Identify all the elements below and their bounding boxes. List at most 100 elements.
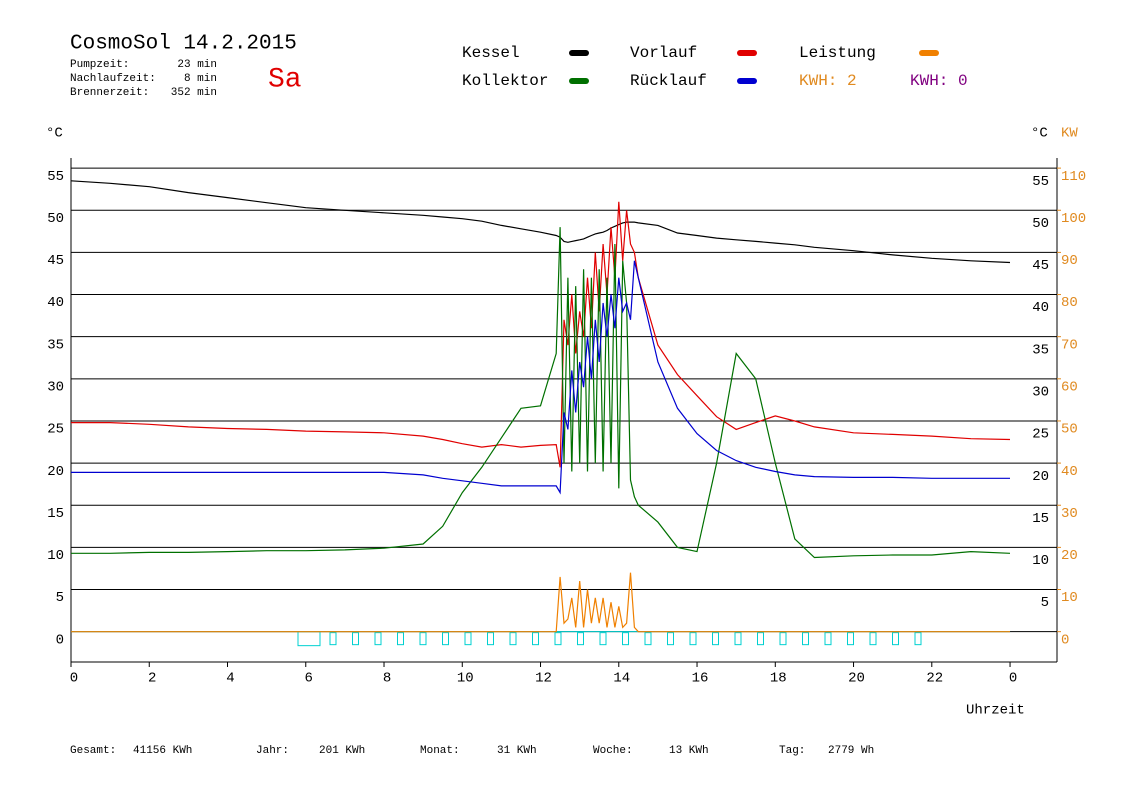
legend-label: Vorlauf	[630, 44, 697, 62]
y-tick-label-right: 15	[1032, 511, 1049, 527]
pump-box	[757, 632, 764, 646]
pump-box	[554, 632, 562, 646]
kwh-label: KWH: 0	[910, 72, 968, 90]
series-line	[71, 260, 1010, 495]
footer-label: Tag:	[779, 745, 805, 757]
y2-tick-label: 10	[1061, 590, 1078, 606]
weekday: Sa	[268, 64, 302, 95]
y-tick-label: 50	[47, 211, 64, 227]
pump-box	[689, 632, 697, 646]
pump-box	[577, 632, 584, 646]
y-tick-label-right: 5	[1041, 595, 1049, 611]
x-tick-label: 0	[70, 671, 78, 687]
footer-value: 2779 Wh	[828, 745, 874, 757]
pump-box	[487, 632, 494, 646]
y-tick-label-right: 40	[1032, 300, 1049, 316]
y-tick-label: 30	[47, 380, 64, 396]
pump-box	[622, 632, 629, 646]
footer-label: Jahr:	[256, 745, 289, 757]
y-unit-right: °C	[1031, 126, 1048, 142]
chart-title: CosmoSol 14.2.2015	[70, 33, 297, 56]
y-tick-label-right: 50	[1032, 216, 1049, 232]
y-tick-label: 10	[47, 548, 64, 564]
pump-box	[667, 632, 674, 646]
legend-label: Leistung	[799, 44, 876, 62]
y-tick-label: 45	[47, 253, 64, 269]
legend-label: Kessel	[462, 44, 520, 62]
footer-label: Gesamt:	[70, 745, 116, 757]
y2-tick-label: 20	[1061, 548, 1078, 564]
pump-box	[329, 632, 337, 646]
y2-tick-label: 80	[1061, 295, 1078, 311]
pump-box	[352, 632, 359, 646]
pump-box	[419, 632, 427, 646]
x-tick-label: 10	[457, 671, 474, 687]
x-tick-label: 4	[226, 671, 234, 687]
pump-box	[802, 632, 809, 646]
y2-tick-label: 50	[1061, 422, 1078, 438]
stat-label: Nachlaufzeit:	[70, 73, 156, 85]
y-tick-label-right: 25	[1032, 427, 1049, 443]
y2-tick-label: 30	[1061, 506, 1078, 522]
y-tick-label: 55	[47, 169, 64, 185]
y-tick-label: 0	[56, 632, 64, 648]
pump-box	[914, 632, 922, 646]
pump-box	[442, 632, 449, 646]
y-tick-label: 15	[47, 506, 64, 522]
footer-value: 31 KWh	[497, 745, 537, 757]
y2-tick-label: 0	[1061, 632, 1069, 648]
y2-tick-label: 110	[1061, 169, 1086, 185]
y-tick-label-right: 45	[1032, 258, 1049, 274]
series-line	[71, 227, 1011, 559]
x-tick-label: 16	[692, 671, 709, 687]
y2-tick-label: 40	[1061, 464, 1078, 480]
pump-box	[599, 632, 607, 646]
pump-box	[464, 632, 472, 646]
x-tick-label: 22	[926, 671, 943, 687]
pump-box	[397, 632, 404, 646]
y-tick-label: 35	[47, 337, 64, 353]
legend-label: Rücklauf	[630, 72, 707, 90]
pump-box	[869, 632, 877, 646]
y2-tick-label: 90	[1061, 253, 1078, 269]
y2-unit: KW	[1061, 126, 1078, 142]
footer-label: Monat:	[420, 745, 460, 757]
stat-value: 23 min	[177, 59, 217, 71]
y-tick-label-right: 30	[1032, 385, 1049, 401]
x-axis-label: Uhrzeit	[966, 703, 1025, 719]
pump-box	[509, 632, 517, 646]
x-tick-label: 14	[613, 671, 630, 687]
pump-box	[892, 632, 899, 646]
x-tick-label: 0	[1009, 671, 1017, 687]
y2-tick-label: 70	[1061, 337, 1078, 353]
series-line	[71, 572, 1010, 633]
pump-box	[712, 632, 719, 646]
legend-label: Kollektor	[462, 72, 548, 90]
y-tick-label: 5	[56, 590, 64, 606]
y-unit: °C	[46, 126, 63, 142]
pump-box	[532, 632, 539, 646]
pump-box	[824, 632, 832, 646]
x-tick-label: 8	[383, 671, 391, 687]
pump-box	[734, 632, 742, 646]
y-tick-label-right: 20	[1032, 469, 1049, 485]
pump-box	[779, 632, 787, 646]
pump-box	[847, 632, 854, 646]
stat-value: 352 min	[171, 87, 217, 99]
x-tick-label: 12	[535, 671, 552, 687]
pump-box	[644, 632, 652, 646]
y-tick-label-right: 35	[1032, 342, 1049, 358]
footer-value: 201 KWh	[319, 745, 365, 757]
stat-value: 8 min	[184, 73, 217, 85]
series-line	[71, 201, 1011, 468]
footer-value: 41156 KWh	[133, 745, 192, 757]
pump-box	[374, 632, 382, 646]
x-tick-label: 6	[305, 671, 313, 687]
y2-tick-label: 60	[1061, 380, 1078, 396]
series-line	[70, 180, 1011, 264]
y-tick-label-right: 10	[1032, 553, 1049, 569]
x-tick-label: 20	[848, 671, 865, 687]
footer-value: 13 KWh	[669, 745, 709, 757]
